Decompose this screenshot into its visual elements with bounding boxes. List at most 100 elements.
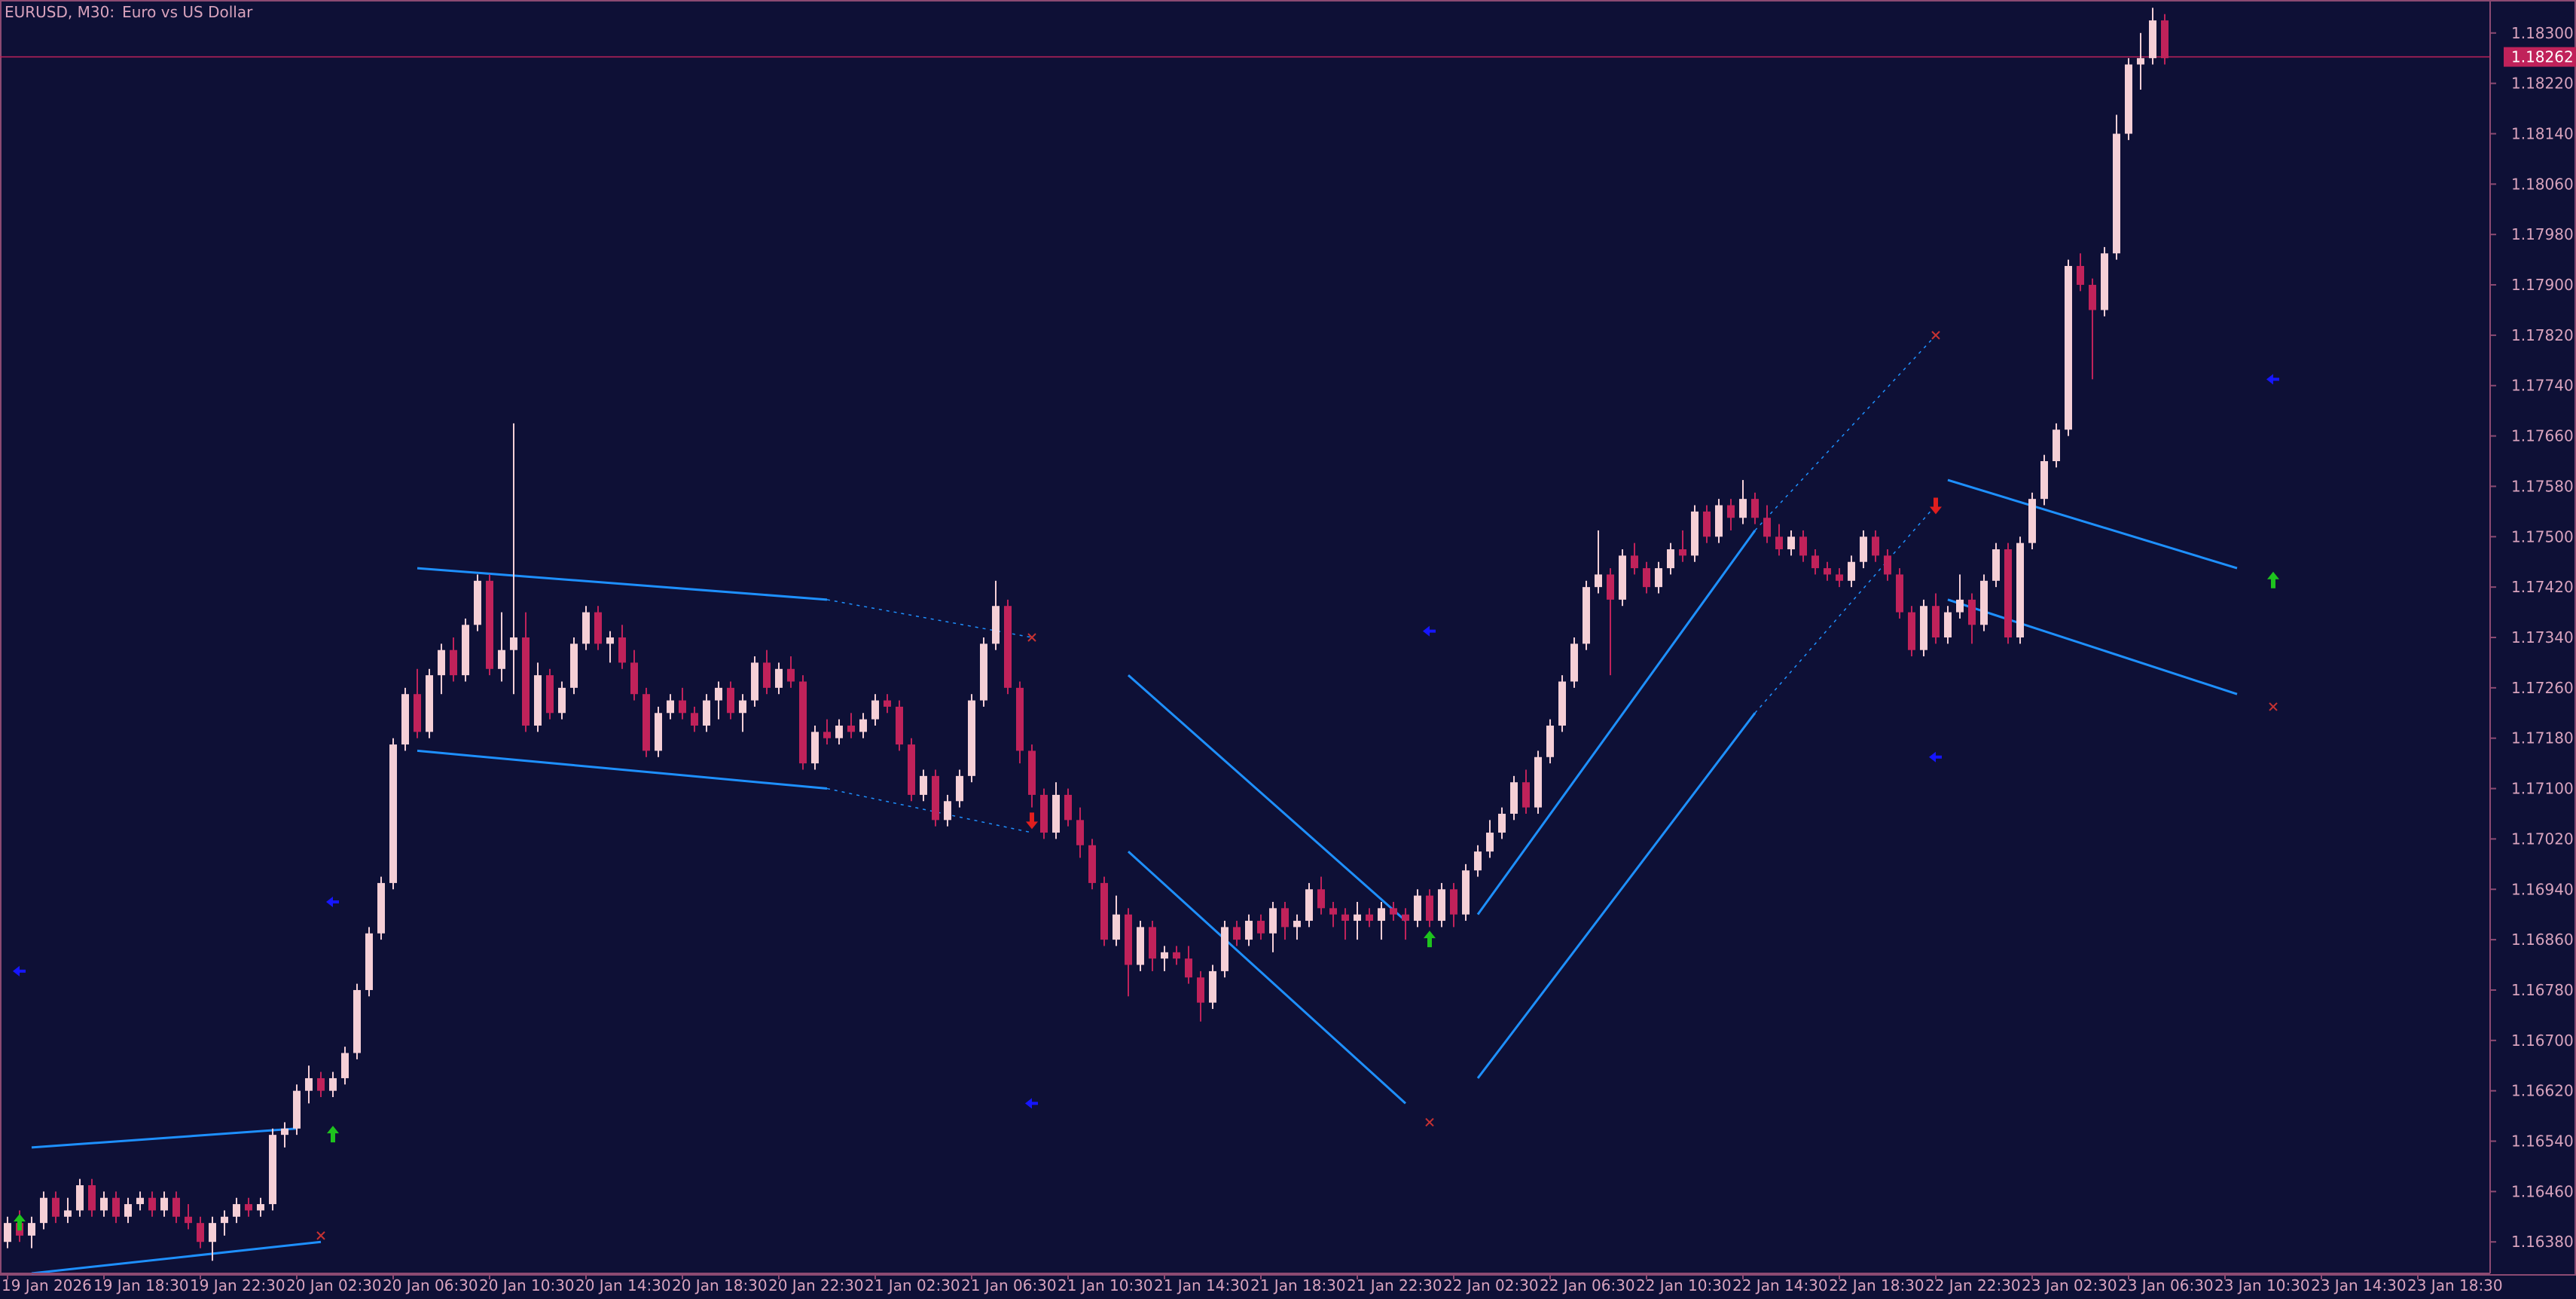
candle-bear [1679, 549, 1686, 556]
candle-bull [2137, 58, 2144, 65]
time-tick-label: 23 Jan 10:30 [2214, 1276, 2310, 1294]
candle-bull [510, 637, 517, 650]
price-tick-label: 1.17500 [2511, 527, 2574, 546]
candle-bull [1052, 794, 1060, 833]
candle-bull [667, 700, 674, 714]
candle-bear [1751, 499, 1759, 518]
candle-bull [2028, 499, 2036, 543]
candle-bear [1450, 889, 1457, 915]
candle-bear [112, 1197, 120, 1217]
candle-bear [1727, 505, 1735, 518]
candle-bull [920, 775, 927, 795]
sell-arrow-icon [1026, 812, 1038, 830]
candle-bear [414, 694, 421, 732]
candle-bull [944, 801, 951, 821]
candle-bear [1040, 794, 1048, 833]
candle-bull [1595, 574, 1602, 588]
current-price-tag [2504, 47, 2576, 67]
time-tick-label: 21 Jan 14:30 [1154, 1276, 1250, 1294]
candle-bull [1860, 536, 1867, 562]
candle-bull [1534, 756, 1542, 808]
candle-bull [582, 612, 590, 644]
candle-bull [401, 694, 409, 745]
candles [4, 8, 2169, 1261]
time-tick-label: 21 Jan 06:30 [961, 1276, 1057, 1294]
candle-bear [1317, 889, 1325, 909]
candle-bear [908, 744, 915, 795]
candle-bear [1402, 914, 1409, 922]
price-tick-label: 1.17020 [2511, 830, 2574, 848]
candle-bull [498, 650, 505, 669]
candle-bear [1173, 952, 1180, 959]
price-tick-label: 1.16780 [2511, 981, 2574, 999]
candle-bear [1763, 518, 1771, 537]
candle-bull [1354, 914, 1361, 922]
candle-bull [558, 687, 566, 714]
candle-bear [1076, 820, 1084, 845]
time-tick-label: 20 Jan 22:30 [768, 1276, 864, 1294]
candle-bear [1004, 606, 1012, 688]
candle-bear [1125, 914, 1132, 965]
candle-bear [1197, 977, 1204, 1003]
price-tick-label: 1.17980 [2511, 225, 2574, 243]
candle-bull [281, 1128, 288, 1135]
candle-bear [1149, 927, 1156, 959]
candle-bear [1257, 921, 1265, 934]
candle-bear [1775, 536, 1783, 550]
time-tick-label: 23 Jan 14:30 [2311, 1276, 2407, 1294]
price-tick-label: 1.17660 [2511, 427, 2574, 445]
candle-bear [1896, 574, 1903, 613]
price-axis[interactable]: 1.18300 1.18220 1.18140 1.18060 1.17980 1.179… [2490, 24, 2576, 1251]
candle-bear [172, 1197, 180, 1217]
time-tick-label: 23 Jan 18:30 [2407, 1276, 2503, 1294]
candle-bull [1137, 927, 1144, 965]
candle-bull [293, 1090, 301, 1129]
time-tick-label: 21 Jan 02:30 [865, 1276, 960, 1294]
candle-bear [546, 675, 554, 714]
time-axis[interactable]: 19 Jan 2026 19 Jan 18:30 19 Jan 22:30 20 Ja… [0, 1273, 2503, 1294]
candle-bear [1824, 568, 1831, 575]
candle-bull [1378, 908, 1385, 922]
candle-bull [136, 1197, 144, 1205]
channel-4-upper-line [1476, 530, 1757, 915]
candle-bull [980, 643, 987, 701]
candle-bear [450, 650, 457, 676]
candle-bull [1161, 952, 1168, 959]
candle-bull [426, 675, 433, 732]
symbol-description: Euro vs US Dollar [122, 3, 253, 21]
candle-bear [1100, 882, 1108, 940]
candle-bear [1233, 927, 1241, 940]
candle-bull [377, 882, 385, 934]
candle-bear [1329, 908, 1337, 915]
candle-bull [2113, 133, 2120, 254]
price-tick-label: 1.16460 [2511, 1182, 2574, 1200]
blue-marker-icon [1929, 751, 1942, 763]
blue-marker-icon [1423, 625, 1436, 637]
candle-bear [1884, 555, 1891, 575]
blue-marker-icon [13, 965, 26, 977]
candle-bear [2077, 265, 2084, 286]
buy-arrow-icon [2267, 571, 2279, 588]
candle-bull [992, 606, 1000, 644]
candle-bull [2040, 461, 2048, 500]
candle-bear [763, 662, 771, 688]
price-tick-label: 1.16860 [2511, 931, 2574, 949]
time-tick-label: 22 Jan 14:30 [1732, 1276, 1828, 1294]
price-tick-label: 1.18140 [2511, 124, 2574, 142]
channel-2-end-marker [1027, 633, 1036, 642]
candle-bull [2149, 20, 2156, 59]
candle-bull [76, 1185, 84, 1211]
candle-bear [1088, 845, 1096, 883]
candle-bear [1811, 555, 1819, 569]
candle-bull [751, 662, 758, 701]
candle-bull [1474, 851, 1482, 871]
blue-marker-icon [326, 896, 339, 907]
candle-bear [1703, 511, 1711, 537]
candle-bull [1558, 681, 1566, 726]
candle-bull [2053, 429, 2060, 462]
candle-bull [1787, 536, 1795, 550]
candle-bear [1968, 599, 1976, 625]
time-tick-label: 19 Jan 2026 [2, 1276, 92, 1294]
